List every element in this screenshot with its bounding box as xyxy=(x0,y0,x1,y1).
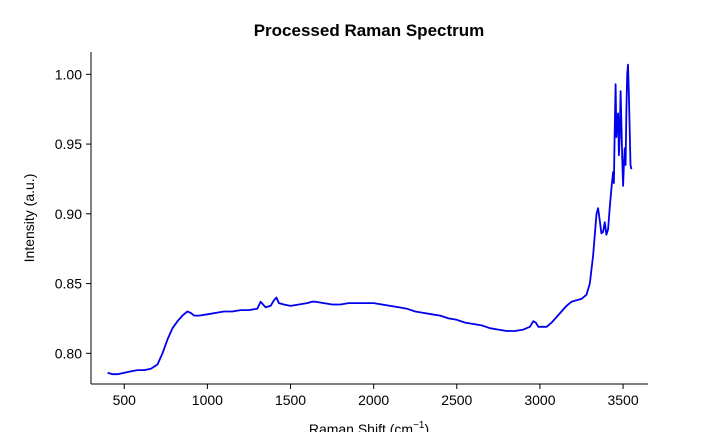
x-tick-label: 1500 xyxy=(275,392,306,408)
chart-title: Processed Raman Spectrum xyxy=(254,21,485,40)
spectrum-line xyxy=(107,63,633,376)
y-axis-label: Intensity (a.u.) xyxy=(21,174,37,263)
x-axis-label-main: Raman Shift (cm xyxy=(309,421,413,432)
x-tick-label: 2000 xyxy=(358,392,389,408)
y-axis: 0.80 0.85 0.90 0.95 1.00 xyxy=(55,52,92,384)
x-tick-label: 3500 xyxy=(607,392,638,408)
x-tick-label: 2500 xyxy=(441,392,472,408)
y-tick-label: 0.95 xyxy=(55,136,82,152)
x-tick-label: 1000 xyxy=(192,392,223,408)
x-axis-label-superscript: −1 xyxy=(413,420,425,431)
x-tick-label: 3000 xyxy=(524,392,555,408)
y-tick-label: 0.90 xyxy=(55,206,82,222)
y-tick-label: 0.85 xyxy=(55,276,82,292)
x-tick-label: 500 xyxy=(113,392,137,408)
x-axis-label-suffix: ) xyxy=(424,421,429,432)
y-tick-label: 0.80 xyxy=(55,345,82,361)
y-tick-label: 1.00 xyxy=(55,66,82,82)
x-axis-label: Raman Shift (cm−1) xyxy=(309,420,429,432)
x-axis: 500 1000 1500 2000 2500 3000 3500 xyxy=(91,383,648,408)
